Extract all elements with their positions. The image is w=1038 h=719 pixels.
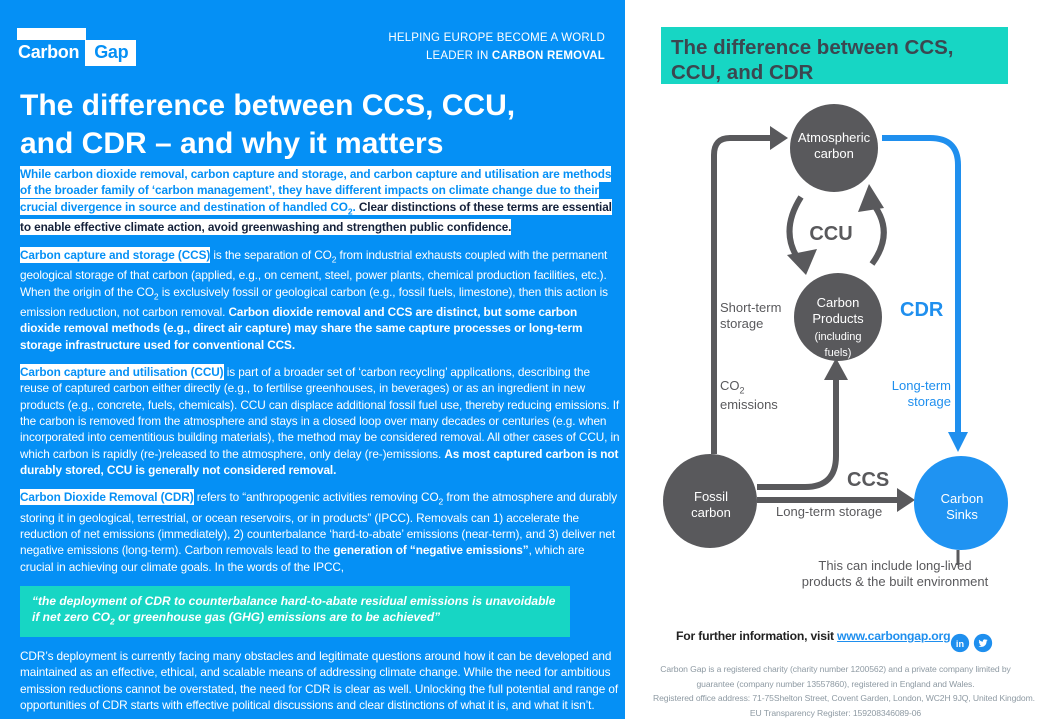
svg-text:in: in [956, 639, 965, 649]
